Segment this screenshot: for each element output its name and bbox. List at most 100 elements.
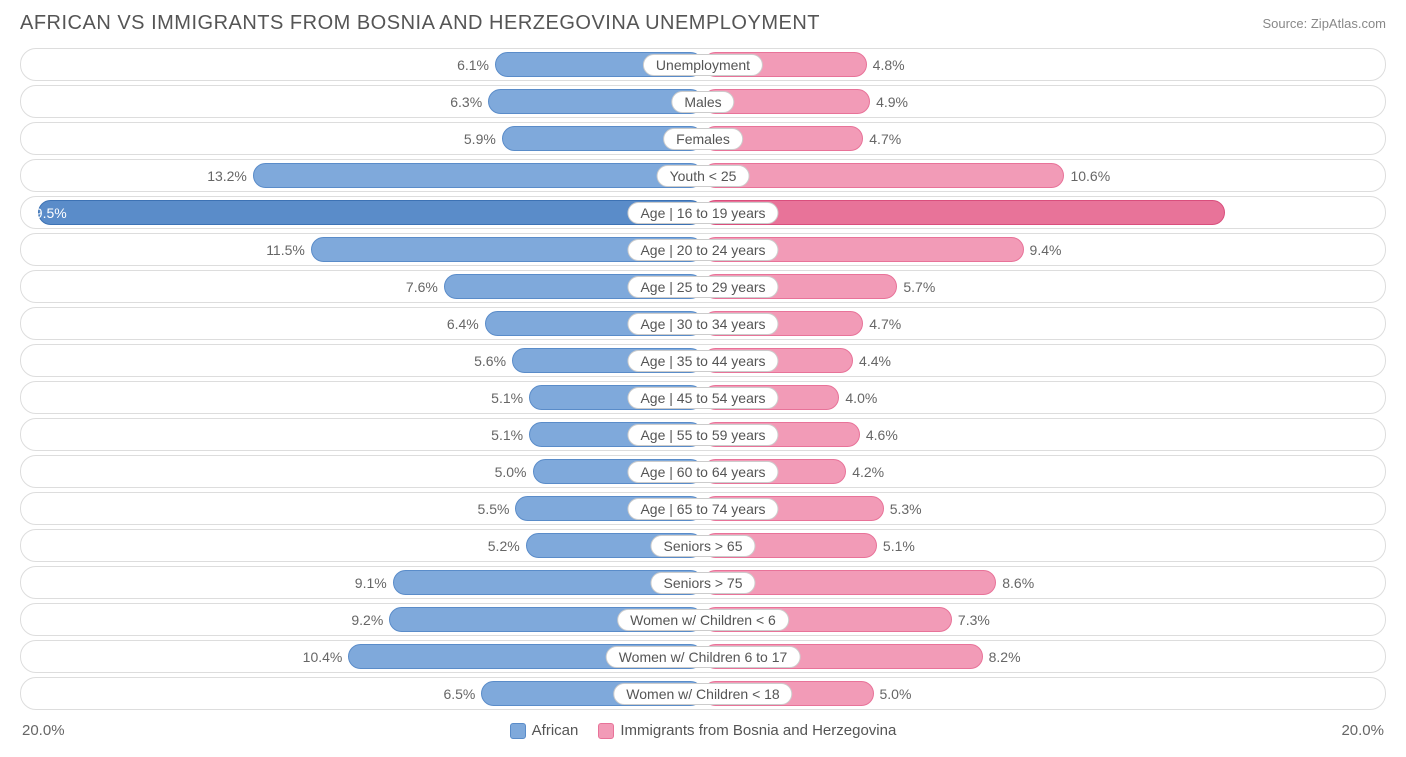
category-label: Seniors > 65 [651, 535, 756, 557]
value-label-right: 8.6% [1002, 575, 1034, 591]
row-left-half: 6.1% [21, 49, 703, 80]
row-right-half: 8.6% [703, 567, 1385, 598]
value-label-left: 11.5% [266, 242, 305, 258]
row-left-half: 5.6% [21, 345, 703, 376]
row-right-half: 9.4% [703, 234, 1385, 265]
row-left-half: 6.4% [21, 308, 703, 339]
row-left-half: 5.5% [21, 493, 703, 524]
legend-item-left: African [510, 722, 579, 739]
axis-max-right: 20.0% [1341, 722, 1384, 739]
bar-right [703, 163, 1064, 188]
chart-header: AFRICAN VS IMMIGRANTS FROM BOSNIA AND HE… [0, 0, 1406, 43]
value-label-right: 8.2% [989, 649, 1021, 665]
category-label: Age | 35 to 44 years [627, 350, 778, 372]
row-right-half: 4.9% [703, 86, 1385, 117]
legend-label-left: African [532, 722, 579, 739]
category-label: Seniors > 75 [651, 572, 756, 594]
value-label-left: 10.4% [303, 649, 343, 665]
value-label-left: 9.1% [355, 575, 387, 591]
row-left-half: 13.2% [21, 160, 703, 191]
chart-source: Source: ZipAtlas.com [1262, 16, 1386, 31]
row-right-half: 4.8% [703, 49, 1385, 80]
legend-swatch-left [510, 723, 526, 739]
row-right-half: 15.3% [703, 197, 1385, 228]
category-label: Males [671, 91, 734, 113]
row-right-half: 4.6% [703, 419, 1385, 450]
category-label: Females [663, 128, 743, 150]
row-left-half: 19.5% [21, 197, 703, 228]
legend: African Immigrants from Bosnia and Herze… [510, 722, 897, 739]
value-label-left: 7.6% [406, 279, 438, 295]
value-label-right: 5.7% [903, 279, 935, 295]
category-label: Age | 65 to 74 years [627, 498, 778, 520]
bar-left [38, 200, 703, 225]
chart-row: 5.2% 5.1%Seniors > 65 [20, 529, 1386, 562]
value-label-right: 4.2% [852, 464, 884, 480]
value-label-left: 5.1% [491, 390, 523, 406]
row-left-half: 11.5% [21, 234, 703, 265]
chart-row: 11.5%9.4%Age | 20 to 24 years [20, 233, 1386, 266]
chart-row: 9.2% 7.3% Women w/ Children < 6 [20, 603, 1386, 636]
value-label-left: 6.1% [457, 57, 489, 73]
value-label-right: 5.0% [880, 686, 912, 702]
category-label: Age | 60 to 64 years [627, 461, 778, 483]
row-right-half: 5.3% [703, 493, 1385, 524]
chart-row: 7.6%5.7%Age | 25 to 29 years [20, 270, 1386, 303]
chart-row: 5.1%4.0%Age | 45 to 54 years [20, 381, 1386, 414]
row-left-half: 7.6% [21, 271, 703, 302]
row-right-half: 4.4% [703, 345, 1385, 376]
row-left-half: 9.2% [21, 604, 703, 635]
row-left-half: 6.5% [21, 678, 703, 709]
value-label-left: 6.3% [450, 94, 482, 110]
category-label: Age | 55 to 59 years [627, 424, 778, 446]
value-label-left: 5.9% [464, 131, 496, 147]
value-label-left: 13.2% [207, 168, 247, 184]
value-label-right: 4.0% [845, 390, 877, 406]
chart-title: AFRICAN VS IMMIGRANTS FROM BOSNIA AND HE… [20, 12, 820, 35]
row-left-half: 5.1% [21, 419, 703, 450]
bar-right [703, 200, 1225, 225]
chart-row: 5.5% 5.3% Age | 65 to 74 years [20, 492, 1386, 525]
row-right-half: 5.7% [703, 271, 1385, 302]
value-label-right: 5.3% [890, 501, 922, 517]
value-label-right: 4.7% [869, 316, 901, 332]
chart-row: 6.5% 5.0% Women w/ Children < 18 [20, 677, 1386, 710]
row-left-half: 5.1% [21, 382, 703, 413]
value-label-right: 10.6% [1070, 168, 1110, 184]
row-left-half: 5.9% [21, 123, 703, 154]
category-label: Age | 16 to 19 years [627, 202, 778, 224]
chart-footer: 20.0% African Immigrants from Bosnia and… [0, 714, 1406, 739]
row-right-half: 5.0% [703, 678, 1385, 709]
row-right-half: 5.1% [703, 530, 1385, 561]
chart-row: 5.1% 4.6% Age | 55 to 59 years [20, 418, 1386, 451]
chart-row: 6.4%4.7%Age | 30 to 34 years [20, 307, 1386, 340]
row-left-half: 6.3% [21, 86, 703, 117]
value-label-left: 6.4% [447, 316, 479, 332]
chart-body: 6.1%4.8%Unemployment6.3%4.9%Males5.9%4.7… [0, 43, 1406, 710]
row-right-half: 7.3% [703, 604, 1385, 635]
chart-row: 9.1% 8.6% Seniors > 75 [20, 566, 1386, 599]
row-left-half: 9.1% [21, 567, 703, 598]
value-label-right: 4.9% [876, 94, 908, 110]
value-label-right: 4.8% [873, 57, 905, 73]
value-label-left: 5.1% [491, 427, 523, 443]
chart-row: 13.2% 10.6% Youth < 25 [20, 159, 1386, 192]
category-label: Women w/ Children < 18 [613, 683, 792, 705]
value-label-right: 7.3% [958, 612, 990, 628]
value-label-left: 5.6% [474, 353, 506, 369]
category-label: Women w/ Children < 6 [617, 609, 789, 631]
value-label-left: 5.2% [488, 538, 520, 554]
chart-row: 19.5%15.3%Age | 16 to 19 years [20, 196, 1386, 229]
row-right-half: 8.2% [703, 641, 1385, 672]
value-label-right: 9.4% [1030, 242, 1062, 258]
value-label-right: 4.6% [866, 427, 898, 443]
row-right-half: 4.7% [703, 123, 1385, 154]
category-label: Youth < 25 [657, 165, 750, 187]
row-right-half: 4.7% [703, 308, 1385, 339]
value-label-right: 4.4% [859, 353, 891, 369]
value-label-left: 9.2% [351, 612, 383, 628]
row-left-half: 10.4% [21, 641, 703, 672]
value-label-right: 4.7% [869, 131, 901, 147]
legend-label-right: Immigrants from Bosnia and Herzegovina [620, 722, 896, 739]
row-right-half: 10.6% [703, 160, 1385, 191]
